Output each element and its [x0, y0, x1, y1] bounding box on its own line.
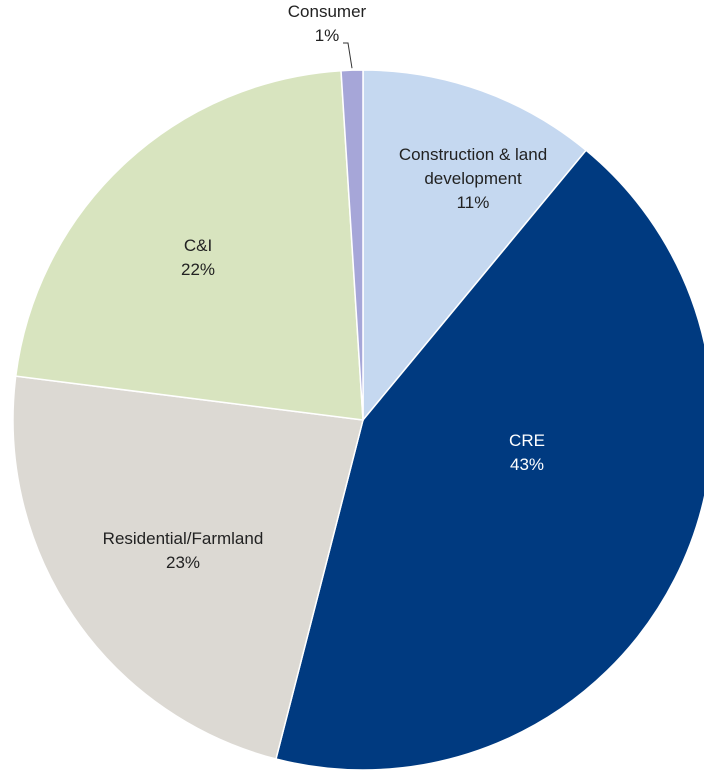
slice-label: CRE 43%: [509, 431, 545, 474]
slice-label: Consumer 1%: [288, 2, 367, 45]
slice-name-label: Consumer: [288, 2, 367, 21]
slice-name-label: development: [424, 169, 522, 188]
leader-lines-layer: [343, 42, 353, 69]
pie-slice: [12, 375, 364, 760]
slice-label: Residential/Farmland 23%: [103, 529, 264, 572]
slice-label: Construction & land development 11%: [399, 145, 547, 212]
slice-percent-label: 23%: [166, 553, 200, 572]
pie-slice: [340, 69, 364, 421]
slice-name-label: C&I: [184, 236, 212, 255]
slice-percent-label: 1%: [315, 26, 340, 45]
slice-name-label: Construction & land: [399, 145, 547, 164]
pie-slice: [275, 149, 704, 771]
labels-layer: Construction & land development 11% CRE 43% R…: [103, 2, 548, 572]
pie-slice: [14, 69, 364, 421]
slices-layer: [12, 69, 704, 771]
slice-name-label: CRE: [509, 431, 545, 450]
pie-slice: [362, 69, 588, 423]
slice-name-label: Residential/Farmland: [103, 529, 264, 548]
slice-percent-label: 11%: [457, 193, 490, 212]
slice-percent-label: 43%: [510, 455, 544, 474]
leader-line: [343, 42, 353, 69]
slice-percent-label: 22%: [181, 260, 215, 279]
slice-label: C&I 22%: [181, 236, 215, 279]
